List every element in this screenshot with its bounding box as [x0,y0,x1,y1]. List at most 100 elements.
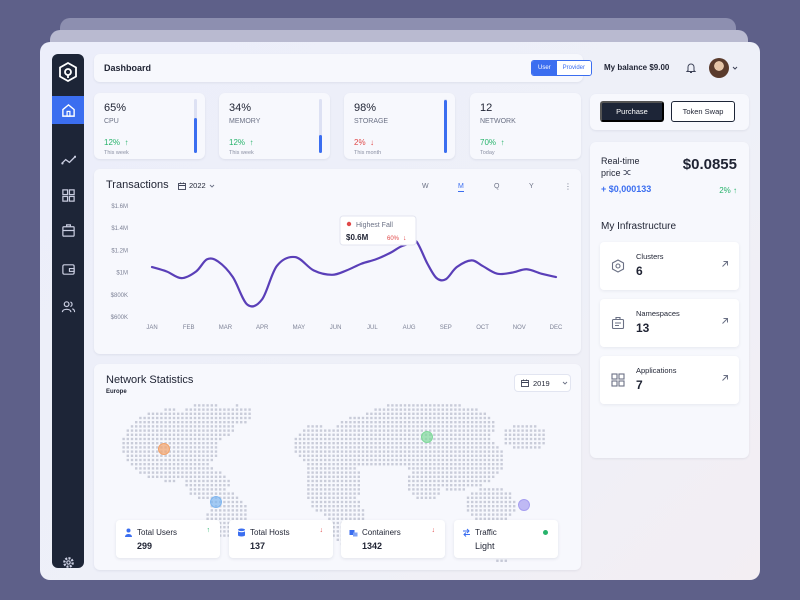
map-dot [324,505,327,508]
map-dot [181,437,184,441]
map-dot [420,488,423,491]
sidebar-item-briefcase[interactable] [52,216,84,244]
map-dot [324,509,327,512]
map-marker[interactable] [518,499,530,511]
map-dot [345,450,348,453]
map-dot [500,500,503,504]
map-dot [181,446,184,449]
map-dot [332,492,335,495]
map-dot [164,416,167,420]
map-dot [235,412,239,415]
more-options-icon[interactable]: ⋮ [564,182,572,191]
sidebar-item-settings[interactable] [52,548,84,576]
infra-label: Clusters [636,252,664,261]
map-dot [391,404,394,407]
map-dot [151,471,155,474]
toggle-user[interactable]: User [532,61,557,75]
bell-icon[interactable] [685,62,697,74]
avatar[interactable] [709,58,729,78]
sidebar-item-users[interactable] [52,292,84,320]
tooltip: Highest Fall $0.6M 60% ↓ [339,215,417,246]
map-dot [424,471,428,474]
total-hosts-card[interactable]: Total Hosts 137 ↓ [229,520,333,558]
map-dot [219,526,222,529]
y-tick-label: $1.6M [111,204,128,210]
map-dot [307,429,310,432]
map-dot [412,479,415,483]
price-infrastructure-panel: Real-time price $0.0855 + $0,000133 2% ↑… [590,142,749,458]
toggle-provider[interactable]: Provider [556,61,592,75]
network-year-select[interactable]: 2019 [515,375,570,391]
map-dot [303,429,306,432]
tab-month[interactable]: M [458,183,464,192]
map-dot [172,471,176,474]
purchase-button[interactable]: Purchase [600,101,664,122]
shuffle-icon[interactable] [623,169,631,176]
infra-item-clusters[interactable]: Clusters 6 [600,242,739,290]
tab-quarter[interactable]: Q [494,183,500,190]
map-dot [382,454,386,457]
map-dot [311,471,314,474]
map-dot [214,475,218,478]
tab-week[interactable]: W [422,183,429,190]
map-dot [143,442,146,445]
total-users-card[interactable]: Total Users 299 ↑ [116,520,220,558]
map-dot [164,479,167,483]
map-dot [450,433,453,436]
map-dot [223,509,226,512]
map-dot [429,408,432,411]
map-dot [219,408,222,411]
map-dot [433,475,436,478]
map-dot [471,479,474,483]
map-marker[interactable] [158,443,170,455]
infra-item-namespaces[interactable]: Namespaces 13 [600,299,739,347]
infra-item-applications[interactable]: Applications 7 [600,356,739,404]
map-dot [483,471,486,474]
role-toggle[interactable]: User Provider [531,60,593,76]
token-swap-button[interactable]: Token Swap [671,101,735,122]
map-dot [357,484,360,487]
map-dot [193,488,197,491]
map-dot [210,408,213,411]
sidebar-item-home[interactable] [52,96,84,124]
arrow-up-right-icon[interactable] [721,317,729,325]
map-dot [193,475,197,478]
stat-card-network[interactable]: 12 NETWORK 70% ↑ Today [470,93,581,159]
map-dot [445,404,449,407]
arrow-up-right-icon[interactable] [721,260,729,268]
map-dot [462,479,465,483]
stat-card-cpu[interactable]: 65% CPU 12% ↑ This week [94,93,205,159]
stat-card-memory[interactable]: 34% MEMORY 12% ↑ This week [219,93,330,159]
traffic-card[interactable]: Traffic Light [454,520,558,558]
map-dot [336,484,339,487]
map-dot [357,509,360,512]
year-select[interactable]: 2022 [178,181,215,190]
sidebar-item-apps[interactable] [52,181,84,209]
arrow-up-right-icon[interactable] [721,374,729,382]
map-dot [130,429,134,432]
containers-card[interactable]: Containers 1342 ↓ [341,520,445,558]
map-dot [193,425,197,428]
map-dot [177,458,180,462]
sidebar-item-analytics[interactable] [52,146,84,174]
map-dot [130,454,134,457]
stat-change: 12% ↑ [229,138,254,147]
x-tick-label: SEP [440,325,452,331]
logo-icon[interactable] [58,62,78,82]
sidebar-item-wallet[interactable] [52,255,84,283]
map-dot [361,442,365,445]
map-dot [420,467,423,470]
map-dot [391,458,394,462]
map-dot [198,437,201,441]
map-marker[interactable] [421,431,433,443]
map-dot [357,446,360,449]
tab-year[interactable]: Y [529,183,534,190]
map-dot [361,517,365,520]
chevron-down-icon[interactable] [732,65,738,71]
map-dot [370,454,373,457]
map-dot [412,463,415,466]
map-marker[interactable] [210,496,222,508]
stat-card-storage[interactable]: 98% STORAGE 2% ↓ This month [344,93,455,159]
map-dot [336,538,339,541]
map-dot [198,442,201,445]
